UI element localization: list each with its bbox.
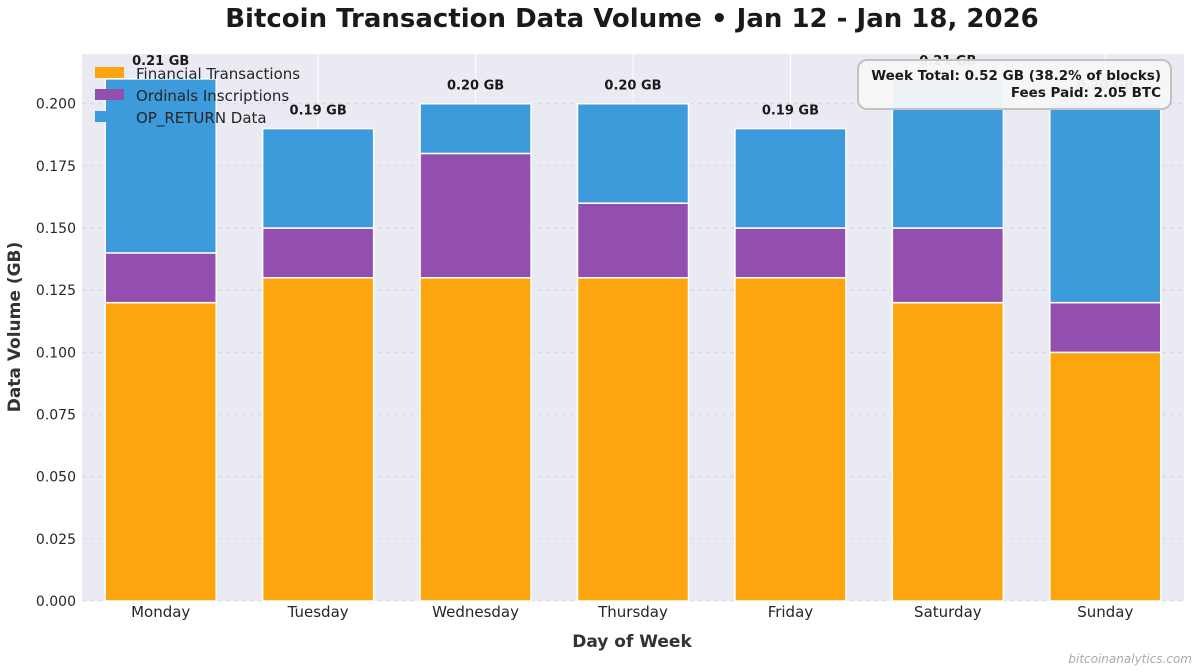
x-tick-label: Friday [768, 603, 814, 621]
bar-segment-wednesday-op-return-data [419, 102, 532, 155]
x-tick-label: Tuesday [287, 603, 349, 621]
x-axis-ticks: Monday Tuesday Wednesday Thursday Friday Satu… [131, 603, 1133, 621]
y-tick-label: 0.150 [36, 221, 76, 237]
legend-entry: Financial Transactions [136, 65, 300, 83]
y-tick-label: 0.125 [36, 283, 76, 299]
y-tick-label: 0.000 [36, 594, 76, 610]
bar-segment-saturday-ordinals-inscriptions [891, 227, 1005, 304]
legend-swatch [95, 89, 124, 100]
bar-segment-tuesday-ordinals-inscriptions [261, 227, 375, 279]
annotation-week-total: Week Total: 0.52 GB (38.2% of blocks) [871, 68, 1161, 84]
bar-segment-tuesday-financial-transactions [261, 277, 375, 602]
annotation-fees-paid: Fees Paid: 2.05 BTC [1011, 85, 1161, 101]
chart-title: Bitcoin Transaction Data Volume • Jan 12… [225, 4, 1039, 34]
bar-segment-saturday-financial-transactions [891, 301, 1005, 602]
bar-segment-wednesday-ordinals-inscriptions [419, 152, 532, 279]
x-tick-label: Thursday [597, 603, 668, 621]
bar-segment-monday-op-return-data [104, 78, 217, 254]
y-axis-label: Data Volume (GB) [5, 242, 25, 413]
y-tick-label: 0.050 [36, 470, 76, 486]
total-label: 0.19 GB [290, 104, 347, 119]
watermark: bitcoinanalytics.com [1068, 652, 1192, 666]
bar-segment-sunday-op-return-data [1049, 102, 1162, 304]
legend-swatch [95, 67, 124, 78]
summary-annotation: Week Total: 0.52 GB (38.2% of blocks) Fe… [857, 59, 1172, 110]
x-tick-label: Monday [131, 603, 190, 621]
legend-entry: OP_RETURN Data [136, 109, 267, 128]
total-label: 0.21 GB [132, 54, 189, 69]
legend: Financial Transactions Ordinals Inscripti… [95, 65, 300, 128]
bar-segment-thursday-op-return-data [576, 102, 690, 204]
x-axis-label: Day of Week [572, 632, 692, 652]
x-tick-label: Saturday [914, 603, 982, 621]
bar-segment-friday-ordinals-inscriptions [734, 227, 847, 279]
y-axis-ticks: 0.000 0.025 0.050 0.075 0.100 0.125 0.150 0.175… [36, 97, 76, 610]
bar-segment-friday-op-return-data [734, 127, 847, 229]
legend-swatch [95, 111, 124, 122]
bar-segment-monday-financial-transactions [104, 301, 217, 602]
bars [104, 78, 1162, 602]
total-label: 0.20 GB [447, 79, 504, 94]
annotation-box [857, 59, 1172, 110]
bar-segment-tuesday-op-return-data [261, 127, 375, 229]
y-tick-label: 0.175 [36, 159, 76, 175]
y-tick-label: 0.200 [36, 97, 76, 113]
bar-segment-friday-financial-transactions [734, 277, 847, 602]
y-tick-label: 0.025 [36, 532, 76, 548]
x-tick-label: Wednesday [432, 603, 519, 621]
bar-segment-thursday-financial-transactions [576, 277, 690, 602]
bar-segment-thursday-ordinals-inscriptions [576, 202, 690, 279]
y-tick-label: 0.100 [36, 345, 76, 361]
bar-segment-sunday-ordinals-inscriptions [1049, 301, 1162, 354]
total-label: 0.19 GB [762, 104, 819, 119]
bar-segment-sunday-financial-transactions [1049, 351, 1162, 602]
bar-segment-monday-ordinals-inscriptions [104, 252, 217, 304]
total-label: 0.20 GB [604, 79, 661, 94]
bar-segment-wednesday-financial-transactions [419, 277, 532, 602]
x-tick-label: Sunday [1077, 603, 1133, 621]
y-tick-label: 0.075 [36, 408, 76, 424]
legend-entry: Ordinals Inscriptions [136, 87, 289, 105]
